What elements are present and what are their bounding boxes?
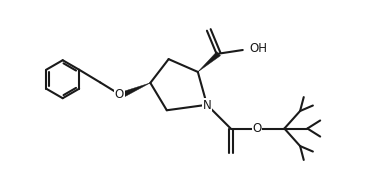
Text: O: O [115, 88, 124, 101]
Text: N: N [203, 99, 211, 112]
Polygon shape [123, 83, 151, 97]
Text: O: O [252, 122, 261, 135]
Text: OH: OH [249, 42, 267, 55]
Polygon shape [198, 52, 220, 72]
